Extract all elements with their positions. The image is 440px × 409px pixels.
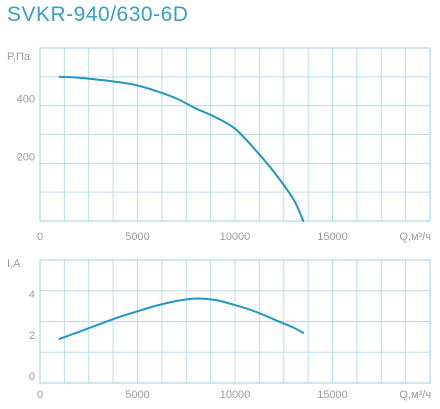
- pressure-xtick-label: 15000: [317, 231, 348, 243]
- current-series-line: [58, 297, 305, 340]
- pressure-xtick-label: 10000: [220, 231, 251, 243]
- pressure-y-axis-label: P,Па: [7, 51, 31, 63]
- current-xtick-label: 0: [37, 389, 43, 401]
- current-xtick-label: 10000: [220, 389, 251, 401]
- current-x-axis-label: Q,м³/ч: [399, 389, 431, 401]
- current-y-axis-label: I,А: [7, 258, 21, 270]
- pressure-ytick-label: 400: [17, 94, 35, 106]
- pressure-x-axis-label: Q,м³/ч: [399, 231, 431, 243]
- pressure-series-line: [58, 75, 305, 222]
- pressure-plot-frame: [39, 47, 431, 222]
- pressure-xtick-label: 5000: [125, 231, 149, 243]
- current-ytick-label: 4: [29, 289, 35, 301]
- pressure-ytick-label: 200: [17, 151, 35, 163]
- current-xtick-label: 15000: [317, 389, 348, 401]
- pressure-xtick-label: 0: [37, 231, 43, 243]
- current-xtick-label: 5000: [125, 389, 149, 401]
- page-title: SVKR-940/630-6D: [7, 3, 189, 26]
- current-ytick-label: 0: [29, 371, 35, 383]
- current-ytick-label: 2: [29, 330, 35, 342]
- current-plot-frame: [39, 259, 431, 384]
